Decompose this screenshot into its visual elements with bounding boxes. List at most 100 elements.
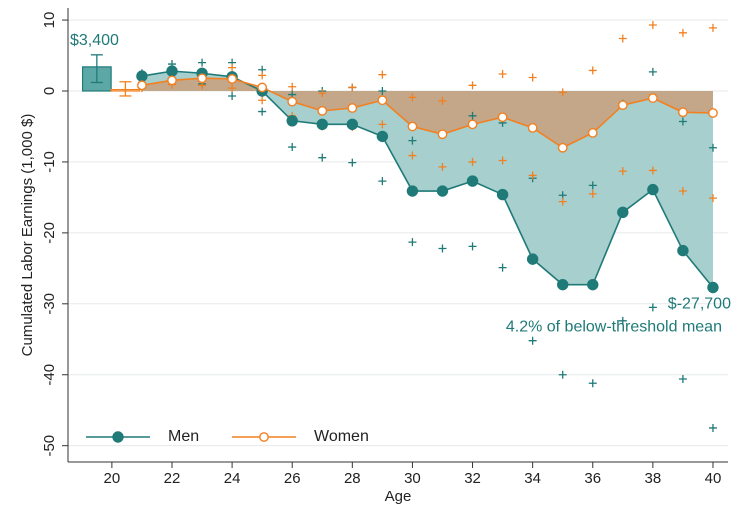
ci-marker — [408, 93, 417, 102]
point — [677, 244, 689, 257]
legend-item: Men — [86, 428, 199, 445]
ci-marker — [588, 189, 597, 198]
point — [227, 74, 237, 84]
point — [137, 80, 147, 91]
point — [497, 112, 508, 123]
ci-marker — [648, 303, 657, 312]
point — [647, 93, 658, 103]
legend-marker — [112, 431, 124, 443]
point — [287, 96, 298, 107]
y-tick-label: 0 — [41, 87, 58, 95]
x-tick-label: 32 — [464, 470, 481, 487]
ci-marker — [378, 86, 387, 95]
ci-marker — [468, 81, 477, 90]
ci-marker — [708, 143, 717, 152]
ci-marker — [468, 242, 477, 251]
x-tick-label: 24 — [224, 470, 241, 487]
ci-marker — [288, 143, 297, 152]
error-bar — [119, 81, 132, 97]
ci-marker — [648, 21, 657, 30]
y-tick-label: -10 — [41, 151, 58, 173]
x-axis-label: Age — [385, 488, 412, 505]
ci-marker — [678, 375, 687, 384]
x-tick-label: 26 — [284, 470, 301, 487]
ci-marker — [618, 167, 627, 176]
ci-marker — [708, 194, 717, 203]
ci-marker — [258, 71, 267, 80]
ci-marker — [498, 156, 507, 165]
y-tick-label: -20 — [41, 222, 58, 244]
point — [526, 253, 539, 265]
x-tick-label: 34 — [524, 470, 541, 487]
ci-marker — [498, 263, 507, 272]
y-tick-label: 10 — [41, 12, 58, 29]
x-tick-label: 36 — [584, 470, 601, 487]
x-tick-label: 22 — [164, 470, 181, 487]
x-tick-label: 38 — [645, 470, 662, 487]
point — [557, 142, 568, 153]
ci-marker — [678, 117, 687, 126]
ci-marker — [528, 171, 537, 180]
y-tick-label: -40 — [41, 364, 58, 386]
point — [136, 70, 148, 82]
ci-marker — [378, 177, 387, 186]
point — [587, 278, 599, 291]
ci-marker — [618, 34, 627, 43]
ci-marker — [408, 151, 417, 160]
ci-marker — [348, 83, 357, 92]
ci-marker — [588, 181, 597, 190]
point — [286, 115, 298, 127]
ci-marker — [558, 370, 567, 379]
ci-marker — [558, 88, 567, 97]
point — [496, 188, 509, 201]
ci-marker — [648, 166, 657, 175]
point — [316, 118, 328, 131]
point — [708, 108, 718, 118]
ci-marker — [198, 58, 207, 67]
point — [347, 103, 358, 113]
point — [467, 119, 478, 130]
legend-item: Women — [232, 428, 369, 445]
value-label: $-27,700 — [668, 296, 731, 313]
point — [617, 206, 629, 219]
ci-marker — [558, 197, 567, 206]
ci-marker — [588, 379, 597, 388]
legend-label: Men — [168, 428, 199, 445]
ci-marker — [228, 63, 237, 72]
y-axis-label: Cumulated Labor Earnings (1,000 $) — [19, 114, 36, 357]
ci-marker — [648, 67, 657, 76]
ci-marker — [618, 316, 627, 325]
area — [141, 78, 713, 148]
ci-marker — [588, 66, 597, 75]
point — [317, 105, 328, 116]
point — [556, 278, 569, 291]
ci-marker — [438, 244, 447, 253]
ci-marker — [288, 82, 297, 91]
legend-label: Women — [314, 428, 369, 445]
point — [406, 185, 419, 197]
ci-marker — [258, 96, 267, 105]
ci-marker — [318, 153, 327, 162]
point — [377, 95, 388, 106]
ci-marker — [258, 107, 267, 116]
value-label: $3,400 — [70, 32, 119, 49]
ci-marker — [528, 336, 537, 345]
point — [617, 100, 628, 111]
point — [647, 183, 659, 196]
x-tick-label: 40 — [705, 470, 722, 487]
ci-marker — [678, 187, 687, 196]
point — [167, 75, 177, 86]
point — [527, 122, 538, 133]
ci-marker — [498, 69, 507, 78]
ci-marker — [528, 73, 537, 82]
ci-marker — [228, 91, 237, 100]
point — [257, 82, 268, 93]
point — [197, 73, 207, 84]
point — [166, 65, 178, 77]
ci-marker — [708, 23, 717, 32]
point — [678, 107, 688, 118]
x-tick-label: 30 — [404, 470, 421, 487]
